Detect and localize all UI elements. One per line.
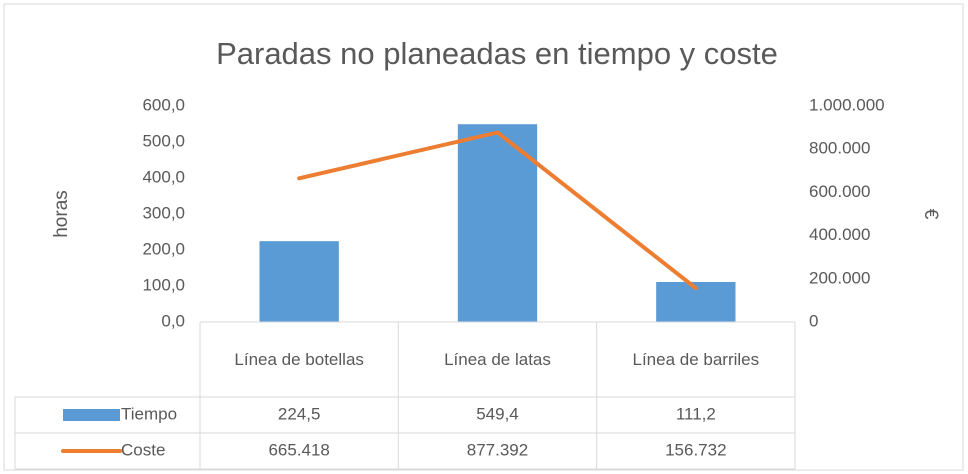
x-tick-label: Línea de botellas: [234, 349, 364, 369]
y-tick-label: 500,0: [142, 131, 185, 150]
data-label: 224,5: [278, 404, 321, 423]
category-cell: Línea de latas: [444, 349, 551, 369]
category-cell: Línea de botellas: [234, 349, 364, 369]
legend-label: Tiempo: [121, 404, 177, 423]
category-cell: Línea de barriles: [632, 349, 760, 369]
data-label: 549,4: [476, 404, 519, 423]
y2-axis-label: €: [920, 209, 941, 220]
y-tick-label: 400,0: [142, 167, 185, 186]
y-axis-label: horas: [51, 190, 72, 238]
data-label: 665.418: [268, 440, 329, 459]
line: [297, 130, 698, 291]
y2-tick-label: 0: [809, 311, 818, 330]
y-tick-label: 100,0: [142, 275, 185, 294]
legend-key: [63, 409, 120, 421]
y2-tick-label: 1.000.000: [809, 95, 885, 114]
y-tick-label: 300,0: [142, 203, 185, 222]
y-tick-label: 200,0: [142, 239, 185, 258]
x-tick-label: Línea de barriles: [632, 349, 760, 369]
y2-tick-label: 800.000: [809, 139, 870, 158]
y2-tick-label: 200.000: [809, 268, 870, 287]
y-tick-label: 600,0: [142, 95, 185, 114]
bar: [457, 124, 538, 322]
y2-tick-label: 400.000: [809, 225, 870, 244]
legend-label: Coste: [121, 440, 165, 459]
x-tick-label: Línea de latas: [444, 349, 551, 369]
chart-title: Paradas no planeadas en tiempo y coste: [216, 36, 778, 71]
data-label: 111,2: [676, 404, 716, 423]
y2-tick-label: 600.000: [809, 182, 870, 201]
data-label: 156.732: [665, 440, 726, 459]
data-label: 877.392: [467, 440, 528, 459]
bar: [259, 241, 339, 322]
y-tick-label: 0,0: [161, 311, 185, 330]
